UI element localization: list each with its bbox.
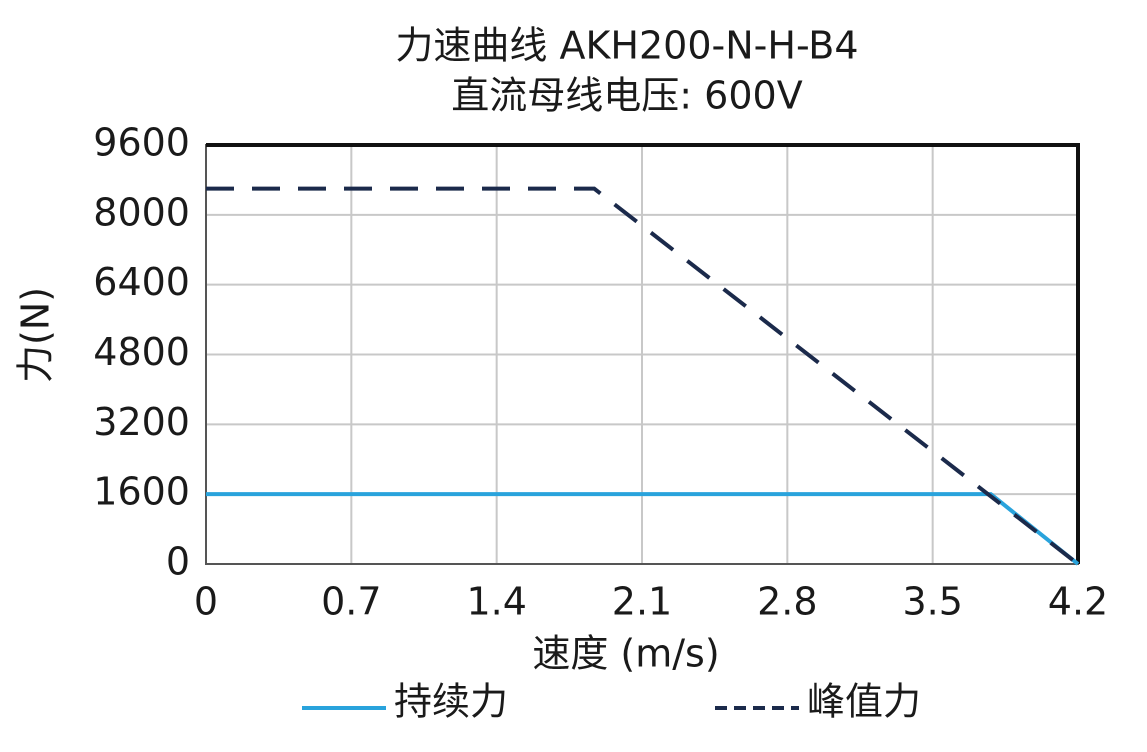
plot-border-top-right [206,143,1080,564]
x-tick-label: 2.8 [757,580,817,624]
legend-label: 持续力 [394,680,508,724]
y-axis-label: 力(N) [14,287,58,383]
chart-subtitle: 直流母线电压: 600V [451,74,802,118]
x-tick-label: 0.7 [321,580,381,624]
x-tick-label: 1.4 [466,580,526,624]
x-axis-label: 速度 (m/s) [532,632,719,676]
y-tick-label: 8000 [93,190,190,234]
x-tick-label: 4.2 [1048,580,1108,624]
series-line [206,186,1080,566]
x-tick-label: 0 [194,580,218,624]
legend-label: 峰值力 [807,680,921,724]
y-tick-label: 1600 [93,470,190,514]
y-tick-label: 3200 [93,400,190,444]
x-tick-label: 2.1 [612,580,672,624]
y-tick-label: 6400 [93,260,190,304]
y-tick-label: 4800 [93,330,190,374]
chart-title: 力速曲线 AKH200-N-H-B4 [395,24,858,68]
y-tick-label: 0 [166,540,190,584]
x-tick-label: 3.5 [902,580,962,624]
y-tick-label: 9600 [93,121,190,165]
